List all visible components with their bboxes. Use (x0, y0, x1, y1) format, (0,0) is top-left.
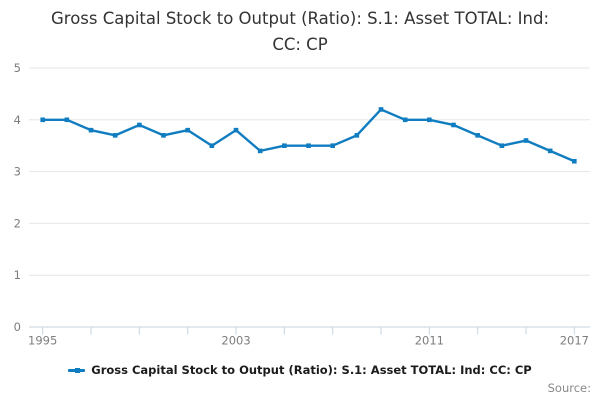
data-point-marker[interactable] (330, 143, 335, 148)
y-axis-label: 3 (14, 165, 21, 179)
legend-line-marker-icon (68, 364, 86, 376)
data-point-marker[interactable] (378, 107, 384, 112)
data-point-marker[interactable] (137, 122, 142, 128)
legend-label: Gross Capital Stock to Output (Ratio): S… (91, 363, 532, 377)
source-label: Source: (547, 381, 591, 395)
x-axis-label: 1995 (28, 334, 57, 348)
data-point-marker[interactable] (451, 122, 456, 128)
y-axis-label: 2 (14, 216, 21, 230)
data-point-marker[interactable] (88, 127, 94, 133)
data-point-marker[interactable] (112, 133, 118, 138)
data-point-marker[interactable] (475, 133, 480, 138)
data-point-marker[interactable] (64, 117, 70, 123)
data-point-marker[interactable] (257, 148, 263, 154)
legend-item[interactable]: Gross Capital Stock to Output (Ratio): S… (0, 363, 600, 377)
data-point-marker[interactable] (161, 133, 166, 138)
x-axis-label: 2003 (221, 334, 250, 348)
data-point-marker[interactable] (185, 127, 190, 133)
data-point-marker[interactable] (233, 127, 239, 133)
data-point-marker[interactable] (499, 143, 505, 148)
data-point-marker[interactable] (306, 143, 311, 148)
x-axis-label: 2017 (560, 334, 589, 348)
y-axis-label: 4 (14, 113, 21, 127)
data-point-marker[interactable] (572, 158, 577, 164)
data-point-marker[interactable] (282, 143, 287, 148)
y-axis-label: 1 (14, 268, 21, 282)
data-point-marker[interactable] (209, 143, 215, 148)
data-line (41, 108, 576, 163)
x-axis-label: 2011 (415, 334, 444, 348)
data-point-marker[interactable] (523, 138, 529, 143)
data-point-marker[interactable] (40, 117, 45, 123)
data-point-marker[interactable] (547, 148, 553, 154)
y-axis-label: 0 (14, 320, 21, 334)
chart-title: Gross Capital Stock to Output (Ratio): S… (50, 9, 550, 54)
y-axis-label: 5 (14, 61, 21, 75)
data-point-marker[interactable] (427, 117, 432, 123)
data-point-marker[interactable] (354, 133, 360, 138)
data-point-marker[interactable] (402, 117, 408, 123)
legend-marker-icon (75, 368, 81, 373)
